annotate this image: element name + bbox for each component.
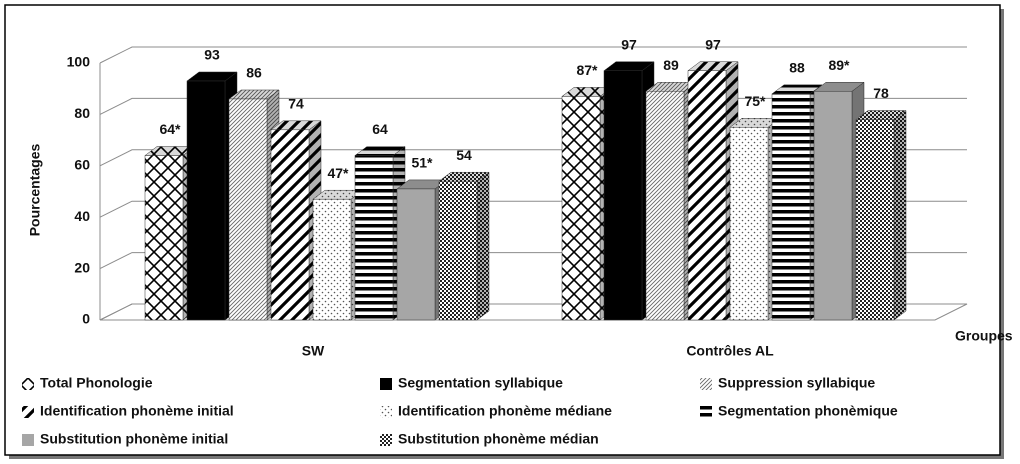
bar [438, 180, 478, 321]
data-label: 97 [705, 36, 721, 52]
data-label: 93 [204, 47, 220, 63]
legend-label: Suppression syllabique [718, 375, 875, 391]
legend-swatch [700, 406, 712, 418]
bar [771, 93, 811, 321]
legend-label: Identification phonème initial [40, 403, 234, 419]
data-label: 78 [873, 85, 889, 101]
legend-swatch [22, 378, 34, 390]
bar-top-shade [772, 84, 822, 94]
data-label: 88 [789, 60, 805, 76]
bar [855, 119, 895, 321]
bar [312, 198, 352, 321]
bar-top-shade [562, 87, 612, 97]
bar-top-shade [688, 61, 738, 71]
legend-swatch [22, 406, 34, 418]
data-label: 74 [288, 96, 304, 112]
bar-side-shade [894, 110, 906, 320]
bar-top-shade [397, 179, 447, 189]
bar [813, 91, 853, 321]
data-label: 97 [621, 36, 637, 52]
bar-top-shade [229, 89, 279, 99]
x-tick-label: Contrôles AL [686, 343, 774, 359]
legend-label: Identification phonème médiane [398, 403, 612, 419]
bar-top-shade [439, 172, 489, 182]
data-label: 89 [663, 57, 679, 73]
data-label: 89* [828, 57, 850, 73]
x-tick-label: SW [302, 343, 325, 359]
legend-label: Total Phonologie [40, 375, 153, 391]
bar [561, 96, 601, 321]
bar-top-shade [856, 110, 906, 120]
bar-top-shade [814, 82, 864, 92]
x-axis-label: Groupes [955, 328, 1013, 344]
bar [228, 98, 268, 321]
legend-label: Segmentation syllabique [398, 375, 563, 391]
bar-top-shade [313, 190, 363, 200]
legend-label: Segmentation phonèmique [718, 403, 898, 419]
data-label: 64 [372, 121, 388, 137]
y-axis-label: Pourcentages [27, 143, 43, 236]
legend-swatch [380, 406, 392, 418]
legend-swatch [380, 378, 392, 390]
bar [645, 91, 685, 321]
bar-top-shade [145, 146, 195, 156]
bar-top-shade [646, 82, 696, 92]
legend-label: Substitution phonème initial [40, 431, 228, 447]
data-label: 64* [159, 121, 181, 137]
data-label: 51* [411, 155, 433, 171]
data-label: 54 [456, 147, 472, 163]
bar [270, 129, 310, 321]
grid-line [99, 46, 967, 64]
bar-side-shade [477, 172, 489, 320]
bar [144, 155, 184, 321]
y-tick-label: 0 [82, 311, 90, 327]
data-label: 75* [744, 93, 766, 109]
bar-top-shade [730, 118, 780, 128]
legend-swatch [22, 434, 34, 446]
legend-swatch [700, 378, 712, 390]
legend-label: Substitution phonème médian [398, 431, 599, 447]
y-tick-label: 100 [67, 54, 91, 70]
y-tick-label: 80 [74, 105, 90, 121]
bar [354, 155, 394, 321]
bar [603, 70, 643, 321]
data-label: 47* [327, 165, 349, 181]
bar [396, 188, 436, 321]
bar [687, 70, 727, 321]
bar-top-shade [271, 120, 321, 130]
y-tick-label: 20 [74, 259, 90, 275]
y-tick-label: 40 [74, 208, 90, 224]
data-label: 87* [576, 62, 598, 78]
data-label: 86 [246, 65, 262, 81]
bar [729, 127, 769, 321]
y-tick-label: 60 [74, 157, 90, 173]
bar-top-shade [187, 71, 237, 81]
bar-top-shade [604, 61, 654, 71]
bar-top-shade [355, 146, 405, 156]
legend-swatch [380, 434, 392, 446]
bar [186, 80, 226, 321]
